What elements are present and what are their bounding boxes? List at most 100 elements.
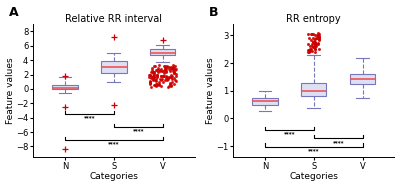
- Point: [312, 42, 318, 45]
- Point: [171, 71, 177, 74]
- Point: [156, 64, 163, 67]
- Point: [312, 48, 319, 51]
- Point: [151, 74, 157, 77]
- Point: [172, 64, 178, 67]
- Point: [311, 39, 317, 42]
- Point: [307, 45, 314, 48]
- Point: [158, 84, 164, 87]
- Point: [150, 75, 157, 78]
- Text: B: B: [209, 6, 218, 19]
- Point: [154, 74, 160, 77]
- Point: [307, 48, 314, 51]
- Point: [164, 65, 170, 68]
- Point: [146, 74, 152, 77]
- Point: [315, 43, 321, 46]
- Point: [155, 67, 161, 70]
- Point: [170, 67, 176, 70]
- Point: [147, 80, 153, 83]
- Point: [305, 32, 311, 35]
- Point: [158, 67, 164, 70]
- Point: [305, 50, 312, 53]
- Point: [314, 37, 320, 40]
- Point: [150, 78, 157, 81]
- Point: [316, 37, 322, 40]
- Point: [316, 47, 322, 50]
- PathPatch shape: [52, 85, 78, 89]
- PathPatch shape: [350, 74, 375, 84]
- Point: [156, 80, 162, 83]
- Point: [315, 34, 322, 37]
- Point: [316, 33, 322, 36]
- Point: [152, 84, 158, 87]
- Point: [146, 81, 153, 84]
- Text: ****: ****: [108, 141, 120, 146]
- Point: [171, 66, 177, 69]
- Point: [314, 33, 320, 36]
- Point: [160, 74, 166, 77]
- Point: [305, 37, 312, 40]
- Point: [148, 76, 155, 79]
- Point: [149, 68, 155, 71]
- X-axis label: Categories: Categories: [90, 172, 138, 181]
- Point: [312, 48, 318, 51]
- Point: [307, 47, 314, 50]
- Point: [160, 80, 166, 83]
- Point: [150, 72, 156, 75]
- Point: [147, 74, 153, 77]
- Point: [308, 39, 314, 42]
- Point: [312, 42, 318, 45]
- Point: [307, 50, 313, 53]
- Point: [168, 76, 175, 79]
- Point: [168, 85, 174, 88]
- Point: [306, 50, 312, 53]
- Point: [156, 69, 162, 72]
- Point: [170, 69, 176, 72]
- Point: [171, 71, 178, 74]
- Point: [152, 78, 159, 81]
- Point: [167, 75, 173, 78]
- Point: [161, 72, 167, 75]
- Point: [316, 35, 322, 38]
- Point: [169, 64, 176, 67]
- Point: [157, 70, 164, 73]
- Point: [173, 75, 179, 78]
- Point: [151, 84, 158, 87]
- Point: [170, 65, 176, 68]
- Point: [172, 78, 178, 81]
- Text: ****: ****: [132, 128, 144, 133]
- Point: [156, 78, 163, 81]
- Point: [171, 82, 178, 85]
- Point: [167, 69, 174, 72]
- Point: [153, 69, 160, 72]
- Point: [163, 71, 170, 74]
- Point: [166, 84, 172, 87]
- Point: [305, 43, 311, 46]
- Point: [150, 77, 156, 80]
- Point: [152, 79, 159, 82]
- Point: [156, 83, 162, 86]
- Point: [312, 41, 318, 44]
- Point: [154, 84, 161, 87]
- Point: [158, 75, 164, 78]
- Point: [146, 75, 152, 78]
- Point: [315, 42, 321, 45]
- Point: [312, 44, 318, 47]
- PathPatch shape: [252, 98, 278, 105]
- Point: [162, 68, 169, 70]
- Point: [163, 75, 170, 78]
- Point: [147, 82, 154, 85]
- Point: [169, 81, 175, 84]
- Point: [310, 41, 317, 44]
- Point: [160, 74, 167, 77]
- Point: [310, 36, 316, 39]
- Point: [312, 33, 318, 36]
- Point: [149, 67, 155, 70]
- Point: [150, 75, 156, 78]
- Point: [168, 84, 174, 87]
- Point: [156, 82, 162, 85]
- Point: [162, 66, 168, 69]
- Point: [310, 40, 316, 43]
- Point: [316, 39, 322, 42]
- Point: [152, 84, 159, 87]
- Point: [146, 81, 153, 84]
